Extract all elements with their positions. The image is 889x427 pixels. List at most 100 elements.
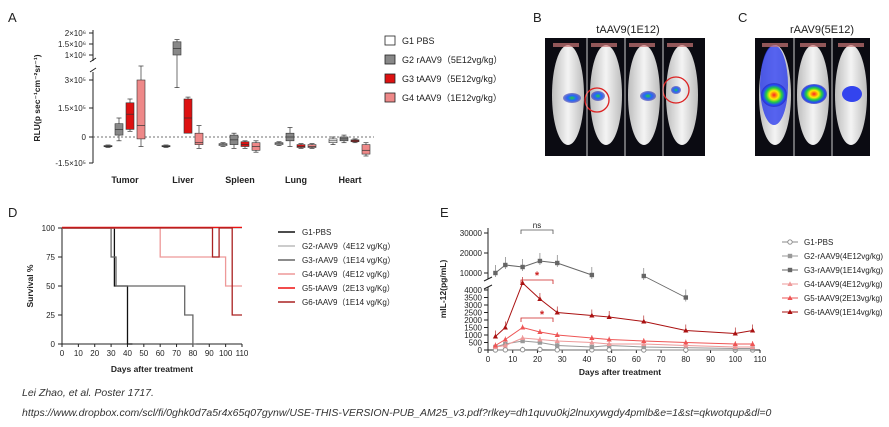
a-ytick-upper-1: 1.5×10⁶ [58,40,86,49]
e-ylabel: mIL-12(pg/mL) [438,260,448,319]
d-xtick-10: 100 [219,349,233,358]
a-box-2-3 [296,143,306,149]
d-legend-label-4: G5-tAAV9（2E13 vg/Kg） [302,284,395,293]
panel-a-boxplot: 2×10⁶ 1.5×10⁶ 1×10⁶ 3×10⁵ 1.5×10⁵ 0 -1.5… [32,29,374,185]
e-point-5-3 [537,296,543,301]
d-xtick-9: 90 [205,349,214,358]
panel-b-imaging: tAAV9(1E12) [545,24,705,156]
d-legend-label-5: G6-tAAV9（1E14 vg/Kg） [302,298,395,307]
e-ytick-lower-8: 4000 [464,286,482,295]
a-box-3-2 [251,140,261,153]
a-legend-label-2: G3 tAAV9（5E12vg/kg） [402,74,502,84]
e-ytick-lower-5: 2500 [464,309,482,318]
a-legend-swatch-2 [384,73,396,84]
e-point-5-1 [502,324,508,330]
e-point-0-2 [519,347,526,353]
e-point-1-3 [537,340,543,345]
e-point-4-3 [537,329,543,334]
a-category-tumor: Tumor [111,175,139,185]
b-mice [552,38,698,156]
panel-label-a: A [8,10,17,25]
e-xtick-8: 80 [681,355,690,364]
a-box-3-3 [307,143,317,149]
c-signal-2 [801,84,827,104]
e-legend-label-4: G5-tAAV9(2E13vg/kg) [804,294,883,303]
e-sig-star-1: * [535,270,540,282]
e-ytick-upper-2: 30000 [460,229,483,238]
a-ytick-lower-3: -1.5×10⁵ [55,159,86,168]
e-ytick-lower-6: 3000 [464,301,482,310]
e-point-4-7 [641,338,647,343]
e-point-0-3 [537,346,543,353]
e-point-3-7 [641,341,647,346]
e-xtick-2: 20 [533,355,542,364]
e-legend-label-3: G4-tAAV9(4E12vg/kg) [804,280,883,289]
b-title: tAAV9(1E12) [596,24,659,36]
e-point-4-6 [606,336,612,342]
d-xtick-8: 80 [188,349,197,358]
b-mouse-4 [666,45,698,145]
e-legend-label-1: G2-rAAV9(4E12vg/kg) [804,252,883,261]
e-point-1-5 [589,344,595,350]
e-point-3-6 [606,341,612,346]
panel-label-c: C [738,10,747,25]
e-xtick-0: 0 [486,355,491,364]
a-box-3-1 [194,125,204,149]
e-point-0-4 [554,347,560,353]
d-xtick-0: 0 [60,349,65,358]
e-point-0-6 [606,347,612,353]
panel-label-e: E [440,205,449,220]
e-point-3-1 [502,342,508,348]
e-series-5 [492,277,756,339]
e-point-5-10 [749,327,756,333]
d-legend: G1-PBS G2-rAAV9（4E12 vg/Kg） G3-rAAV9（1E14 … [278,228,395,307]
d-ylabel: Survival % [25,264,35,307]
panel-e-il12: mIL-12(pg/mL) Days after treatment 0 10 20… [438,221,767,377]
d-xtick-7: 70 [172,349,181,358]
e-point-4-1 [502,336,508,342]
e-point-3-2 [520,335,526,340]
a-ytick-lower-0: 3×10⁵ [65,76,86,85]
a-boxes-group [103,39,371,157]
d-legend-label-2: G3-rAAV9（1E14 vg/Kg） [302,256,395,265]
e-sig-star-2: * [540,309,545,321]
a-category-spleen: Spleen [225,175,255,185]
e-point-2-4 [555,260,560,266]
e-ytick-upper-0: 10000 [460,269,483,278]
a-box-0-2 [218,142,228,147]
a-ytick-upper-0: 2×10⁶ [65,29,86,38]
e-lines [492,253,756,353]
a-legend-swatch-1 [384,54,396,65]
a-box-1-3 [285,127,295,147]
d-xtick-4: 40 [123,349,132,358]
a-box-3-0 [136,65,146,147]
e-ns-label: ns [533,221,541,230]
e-point-0-8 [683,347,689,353]
citation-line-1: Lei Zhao, et al. Poster 1717. [22,387,154,399]
e-ytick-lower-2: 1000 [464,331,482,340]
d-ytick-2: 50 [46,282,55,291]
e-legend-marker-2 [787,267,793,273]
a-legend-swatch-0 [384,35,396,46]
e-point-2-1 [503,262,508,268]
e-sig-bracket-2 [520,317,554,322]
e-point-3-10 [749,344,756,349]
b-signal-2 [591,91,605,101]
a-box-1-2 [229,132,239,149]
b-signal-1 [563,93,581,103]
a-ytick-upper-2: 1×10⁶ [65,51,86,60]
e-legend-label-2: G3-rAAV9(1E14vg/kg) [804,266,883,275]
d-lines [62,226,242,345]
e-point-4-5 [589,335,595,340]
e-series-4 [492,324,756,348]
a-box-1-4 [339,134,349,144]
a-box-3-4 [361,142,371,157]
d-ytick-0: 0 [51,340,56,349]
e-ytick-upper-1: 20000 [460,249,483,258]
panel-d-survival: Survival % Days after treatment 0 10 20 30 4… [25,224,249,374]
a-legend-label-1: G2 rAAV9（5E12vg/kg） [402,55,502,65]
a-box-1-0 [114,117,124,142]
e-point-2-5 [589,272,595,278]
d-xtick-2: 20 [90,349,99,358]
